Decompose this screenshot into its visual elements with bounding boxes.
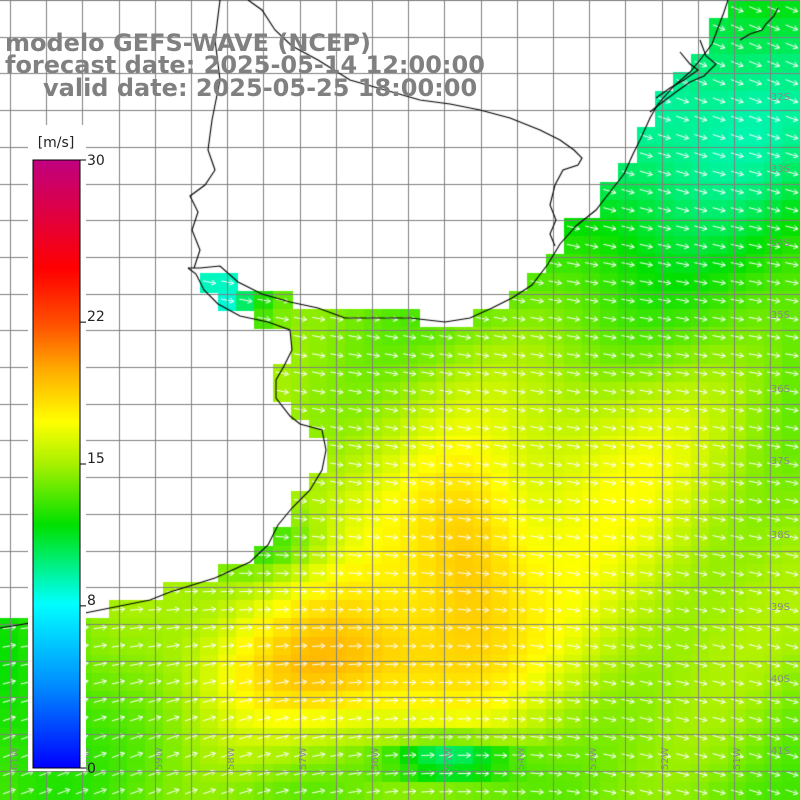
valid-date: valid date: 2025-05-25 18:00:00 [43,74,478,102]
forecast-date: forecast date: 2025-05-14 12:00:00 [5,51,485,79]
model-title: modelo GEFS-WAVE (NCEP) [5,29,371,57]
